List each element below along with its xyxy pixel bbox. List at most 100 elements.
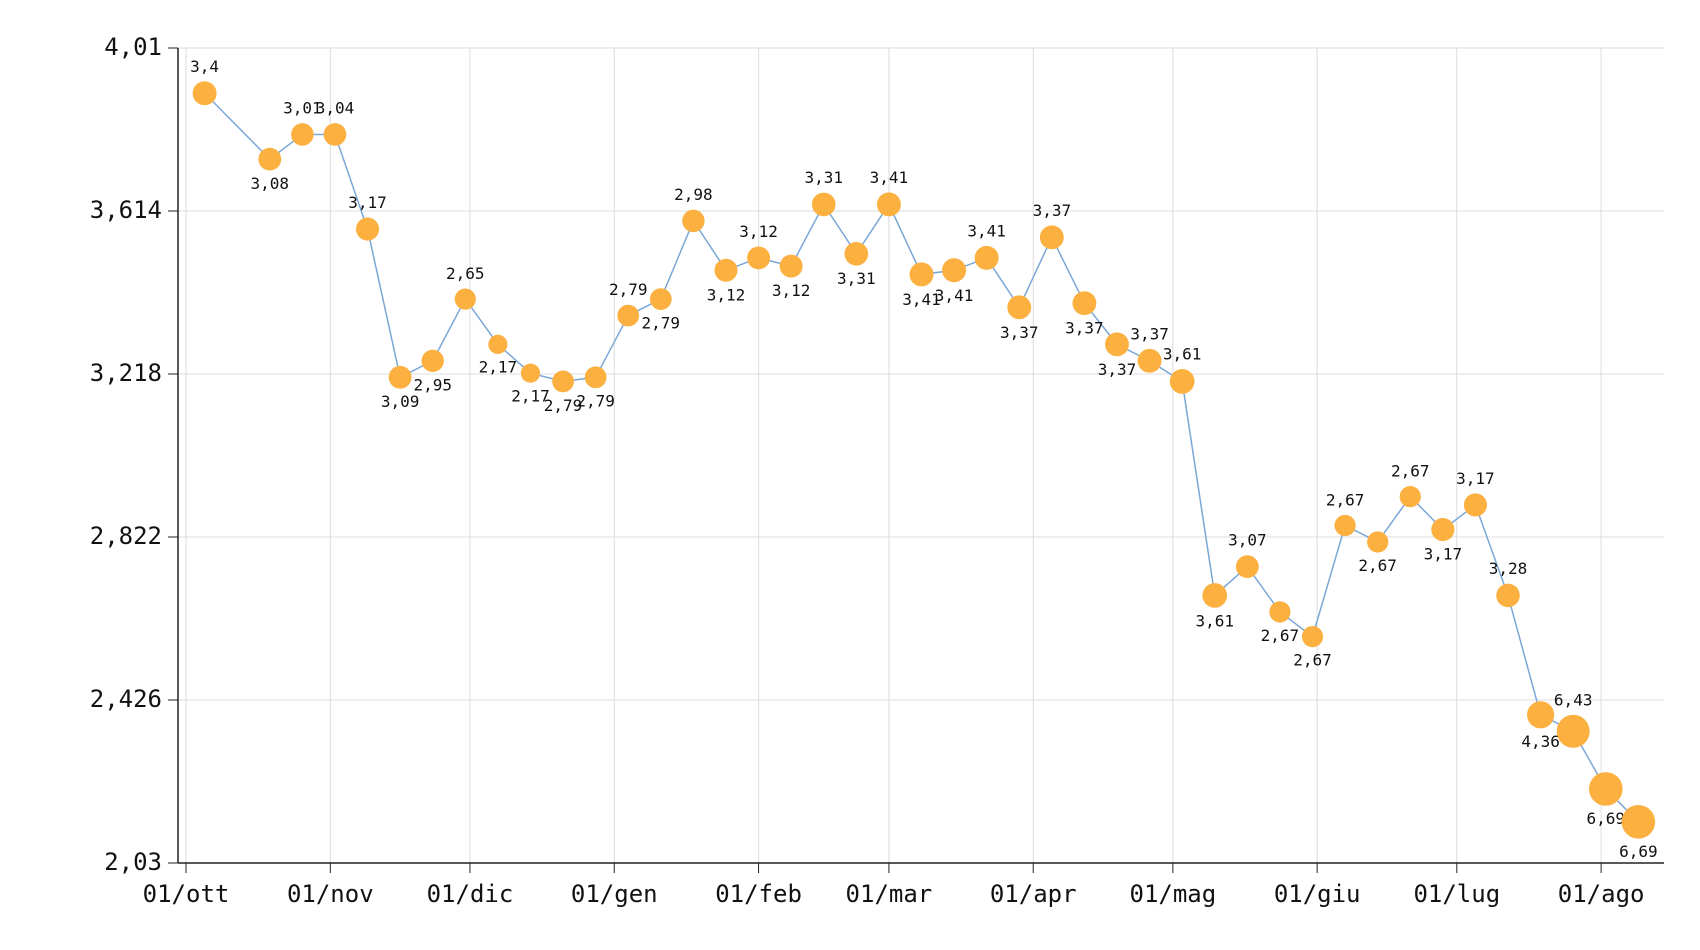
marker [1007, 295, 1032, 320]
marker [714, 258, 738, 282]
data-label: 3,07 [1228, 531, 1267, 550]
y-tick-label: 4,01 [104, 33, 162, 61]
data-label: 2,67 [1261, 626, 1300, 645]
data-label: 2,65 [446, 264, 485, 283]
data-label: 3,4 [190, 57, 219, 76]
marker [682, 209, 705, 233]
data-label: 3,17 [1456, 469, 1495, 488]
x-tick-label: 01/giu [1274, 880, 1361, 908]
x-tick-label: 01/nov [287, 880, 374, 908]
data-label: 3,41 [967, 221, 1006, 240]
marker [876, 192, 901, 217]
marker [1367, 531, 1389, 553]
marker [291, 123, 314, 146]
x-tick-label: 01/mar [846, 880, 933, 908]
y-tick-label: 3,614 [90, 196, 162, 224]
data-label: 3,37 [1130, 324, 1169, 343]
marker [1202, 583, 1228, 608]
data-label: 3,12 [772, 281, 811, 300]
marker [1039, 225, 1064, 250]
marker [323, 123, 347, 146]
data-label: 2,98 [674, 185, 713, 204]
x-tick-label: 01/dic [427, 880, 514, 908]
marker [649, 288, 672, 310]
marker [617, 304, 640, 327]
x-tick-label: 01/feb [715, 880, 802, 908]
x-tick-label: 01/ott [143, 880, 230, 908]
data-label: 3,41 [935, 286, 974, 305]
y-tick-label: 2,426 [90, 685, 162, 713]
marker [747, 246, 771, 270]
marker [1137, 348, 1162, 373]
data-label: 3,37 [1000, 323, 1039, 342]
data-label: 6,69 [1619, 842, 1658, 861]
data-label: 3,41 [870, 168, 909, 187]
data-label: 2,67 [1326, 490, 1365, 509]
marker [1169, 369, 1195, 394]
marker [520, 363, 541, 383]
marker [355, 217, 380, 241]
x-tick-label: 01/apr [990, 880, 1077, 908]
marker [1235, 555, 1259, 579]
marker [192, 81, 217, 106]
data-label: 2,79 [576, 392, 615, 411]
data-label: 3,61 [1195, 611, 1234, 630]
data-label: 6,43 [1554, 690, 1593, 709]
marker [421, 349, 444, 372]
marker [1556, 714, 1590, 748]
marker [258, 147, 282, 171]
data-label: 3,17 [1424, 545, 1463, 564]
marker [1334, 514, 1356, 537]
data-label: 3,12 [707, 285, 746, 304]
marker [1105, 332, 1129, 357]
marker [1072, 291, 1097, 316]
data-label: 3,17 [348, 193, 387, 212]
marker [1399, 486, 1421, 508]
x-tick-label: 01/mag [1130, 880, 1217, 908]
data-label: 3,12 [739, 222, 778, 241]
marker [942, 258, 967, 283]
data-label: 3,61 [1163, 345, 1202, 364]
data-label: 2,67 [1391, 462, 1430, 481]
y-tick-label: 2,03 [104, 848, 162, 876]
data-label: 3,28 [1489, 559, 1528, 578]
marker [454, 288, 476, 310]
marker [1588, 772, 1623, 806]
data-label: 2,67 [1358, 556, 1397, 575]
data-label: 3,01 [283, 99, 322, 118]
marker [779, 254, 803, 278]
x-tick-label: 01/lug [1413, 880, 1500, 908]
data-label: 2,17 [511, 386, 550, 405]
marker [1463, 493, 1488, 517]
data-label: 2,79 [544, 396, 583, 415]
marker [388, 365, 412, 389]
marker [584, 366, 607, 389]
data-label: 2,79 [642, 313, 681, 332]
x-tick-label: 01/ago [1558, 880, 1645, 908]
marker [811, 192, 836, 217]
marker [909, 262, 934, 287]
data-label: 3,31 [837, 269, 876, 288]
marker [488, 334, 508, 354]
data-label: 2,17 [479, 357, 518, 376]
line [204, 92, 1639, 823]
data-label: 3,31 [804, 168, 843, 187]
y-tick-label: 2,822 [90, 522, 162, 550]
data-label: 3,09 [381, 392, 420, 411]
data-label: 3,41 [902, 290, 941, 309]
marker [844, 241, 869, 266]
marker [1621, 805, 1656, 839]
marker [1269, 601, 1291, 623]
data-label: 3,04 [316, 99, 355, 118]
data-label: 2,67 [1293, 651, 1332, 670]
data-label: 3,37 [1033, 201, 1072, 220]
marker [552, 370, 574, 393]
data-label: 4,36 [1521, 732, 1560, 751]
marker [1301, 625, 1324, 648]
data-label: 3,37 [1065, 319, 1104, 338]
marker [1527, 701, 1555, 729]
x-tick-label: 01/gen [571, 880, 658, 908]
data-label: 2,79 [609, 280, 648, 299]
y-tick-label: 3,218 [90, 359, 162, 387]
